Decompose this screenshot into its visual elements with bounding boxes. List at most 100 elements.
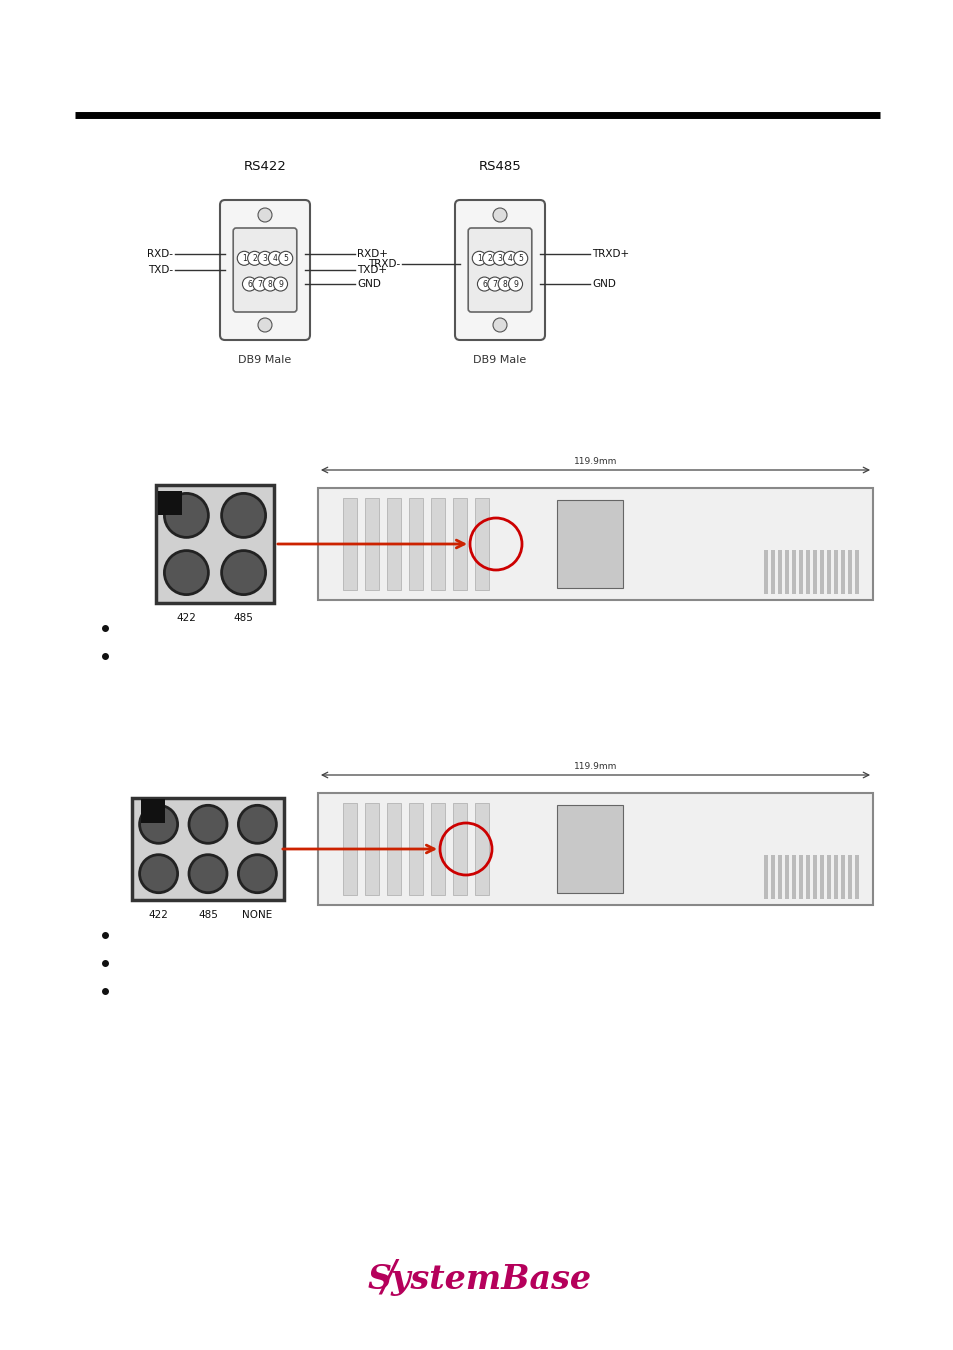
Bar (799, 549, 802, 594)
Text: 6: 6 (247, 279, 252, 289)
Bar (387, 498, 400, 590)
FancyBboxPatch shape (220, 200, 310, 340)
Text: 9: 9 (513, 279, 517, 289)
Bar (847, 855, 851, 899)
Circle shape (164, 493, 208, 537)
Bar (475, 803, 489, 895)
Circle shape (238, 806, 276, 844)
Circle shape (189, 855, 227, 892)
Circle shape (268, 251, 282, 266)
Bar (833, 549, 837, 594)
Bar (770, 549, 774, 594)
Text: RXD+: RXD+ (356, 250, 388, 259)
Bar (453, 498, 467, 590)
Bar (453, 803, 467, 895)
Text: SystemBase: SystemBase (368, 1264, 592, 1296)
Bar (556, 500, 622, 589)
Circle shape (242, 277, 256, 292)
FancyBboxPatch shape (132, 798, 284, 900)
Circle shape (503, 251, 517, 266)
Bar (841, 549, 844, 594)
Circle shape (482, 251, 497, 266)
Text: TRXD-: TRXD- (367, 259, 399, 269)
Bar (833, 855, 837, 899)
Text: 1: 1 (476, 254, 481, 263)
FancyBboxPatch shape (468, 228, 531, 312)
Text: TXD+: TXD+ (356, 266, 387, 275)
Bar (791, 855, 795, 899)
Text: RS422: RS422 (243, 161, 286, 173)
Circle shape (257, 319, 272, 332)
Bar (409, 803, 422, 895)
Bar (317, 792, 872, 904)
Text: 3: 3 (262, 254, 267, 263)
Bar (365, 803, 378, 895)
Circle shape (497, 277, 512, 292)
Circle shape (514, 251, 527, 266)
Text: 8: 8 (268, 279, 273, 289)
Bar (820, 549, 823, 594)
Bar (343, 803, 356, 895)
Text: 2: 2 (487, 254, 492, 263)
Circle shape (237, 251, 251, 266)
Bar (812, 855, 816, 899)
Text: DB9 Male: DB9 Male (473, 355, 526, 364)
Circle shape (139, 806, 177, 844)
Circle shape (278, 251, 293, 266)
Text: 7: 7 (492, 279, 497, 289)
Bar (158, 491, 182, 514)
Text: GND: GND (356, 279, 380, 289)
Bar (784, 855, 788, 899)
Text: GND: GND (592, 279, 616, 289)
Circle shape (508, 277, 522, 292)
Text: 2: 2 (252, 254, 256, 263)
Circle shape (274, 277, 287, 292)
Circle shape (164, 551, 208, 594)
Text: 119.9mm: 119.9mm (573, 458, 617, 466)
Text: RXD-: RXD- (147, 250, 172, 259)
Circle shape (493, 251, 506, 266)
Circle shape (257, 251, 272, 266)
Text: NONE: NONE (242, 910, 273, 921)
Bar (791, 549, 795, 594)
Bar (826, 549, 830, 594)
Bar (812, 549, 816, 594)
Text: 422: 422 (149, 910, 169, 921)
Bar (770, 855, 774, 899)
Text: 4: 4 (273, 254, 277, 263)
Circle shape (221, 551, 265, 594)
Text: 9: 9 (278, 279, 283, 289)
Bar (799, 855, 802, 899)
Bar (841, 855, 844, 899)
Bar (475, 498, 489, 590)
Text: 7: 7 (257, 279, 262, 289)
FancyBboxPatch shape (233, 228, 296, 312)
Text: 485: 485 (198, 910, 217, 921)
Bar (431, 803, 444, 895)
Text: 485: 485 (233, 613, 253, 624)
Bar (854, 855, 858, 899)
Circle shape (139, 855, 177, 892)
Bar (826, 855, 830, 899)
Bar (763, 855, 767, 899)
Circle shape (253, 277, 267, 292)
Bar (805, 549, 809, 594)
Circle shape (476, 277, 491, 292)
FancyBboxPatch shape (455, 200, 544, 340)
Circle shape (493, 208, 506, 221)
Text: 5: 5 (517, 254, 522, 263)
Bar (820, 855, 823, 899)
Text: 3: 3 (497, 254, 502, 263)
Circle shape (189, 806, 227, 844)
Bar (317, 487, 872, 599)
Text: TXD-: TXD- (148, 266, 172, 275)
FancyBboxPatch shape (155, 485, 274, 603)
Text: 6: 6 (481, 279, 486, 289)
Text: RS485: RS485 (478, 161, 521, 173)
Bar (365, 498, 378, 590)
Bar (805, 855, 809, 899)
Text: 8: 8 (502, 279, 507, 289)
Circle shape (248, 251, 261, 266)
Circle shape (493, 319, 506, 332)
Text: /: / (380, 1257, 395, 1299)
